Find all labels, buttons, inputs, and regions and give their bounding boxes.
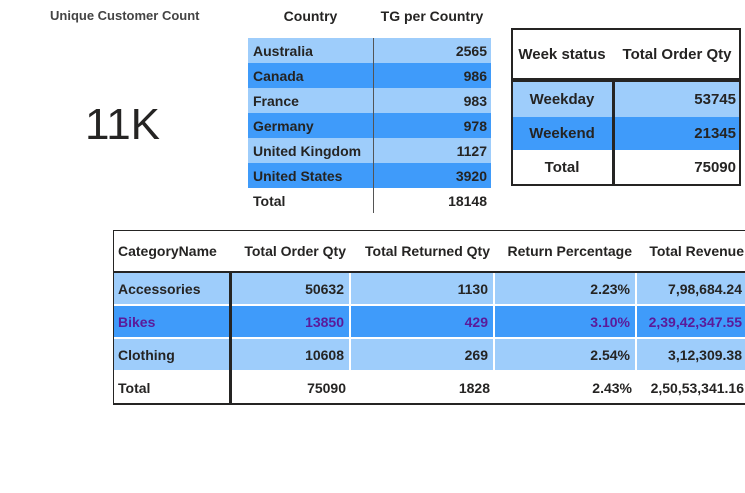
border	[113, 230, 114, 405]
total-cell: 75090	[307, 380, 346, 396]
table-cell: United States	[248, 163, 373, 188]
table-cell: 10608	[231, 339, 351, 372]
table-cell: 1130	[351, 273, 495, 306]
table-cell: 429	[351, 306, 495, 339]
divider	[612, 80, 615, 186]
table-cell: Accessories	[113, 273, 231, 306]
table-cell: 1127	[373, 138, 491, 163]
table-cell: 53745	[613, 82, 741, 117]
table-cell: Australia	[248, 38, 373, 63]
total-cell: Total	[253, 192, 286, 209]
header-cell: Total Order Qty	[244, 243, 346, 259]
total-cell: 1828	[458, 380, 490, 396]
total-cell: 2.43%	[592, 380, 632, 396]
header-cell: Total Order Qty	[622, 45, 732, 63]
table-cell: United Kingdom	[248, 138, 373, 163]
table-cell: 21345	[613, 117, 741, 150]
border	[511, 28, 741, 80]
header-cell: CategoryName	[118, 243, 217, 259]
table-cell: Weekday	[511, 82, 613, 117]
table-cell: 986	[373, 63, 491, 88]
table-cell: 2,39,42,347.55	[637, 306, 745, 339]
table-cell: 7,98,684.24	[637, 273, 745, 306]
table-cell: 2.54%	[495, 339, 637, 372]
table-cell: 13850	[231, 306, 351, 339]
divider	[229, 272, 232, 404]
divider	[373, 38, 374, 213]
table-cell: Canada	[248, 63, 373, 88]
table-cell: 50632	[231, 273, 351, 306]
table-cell: 2.23%	[495, 273, 637, 306]
table-cell: Weekend	[511, 117, 613, 150]
header-cell: Week status	[518, 45, 606, 63]
card-value: 11K	[85, 100, 161, 149]
table-cell: France	[248, 88, 373, 113]
table-cell: 269	[351, 339, 495, 372]
total-cell: Total	[544, 158, 580, 176]
card-title: Unique Customer Count	[50, 7, 200, 23]
table-cell: Clothing	[113, 339, 231, 372]
total-cell: Total	[118, 380, 151, 396]
table-cell: 2565	[373, 38, 491, 63]
border	[511, 80, 741, 186]
header-cell: Total Revenue	[649, 243, 744, 259]
table-cell: Germany	[248, 113, 373, 138]
table-cell: Bikes	[113, 306, 231, 339]
table-cell: 3.10%	[495, 306, 637, 339]
table-cell: 978	[373, 113, 491, 138]
total-cell: 75090	[694, 158, 736, 176]
border	[113, 230, 745, 231]
table-cell: 983	[373, 88, 491, 113]
header-cell: Total Returned Qty	[365, 243, 490, 259]
table-cell: 3920	[373, 163, 491, 188]
total-cell: 2,50,53,341.16	[650, 380, 744, 396]
header-cell: Return Percentage	[507, 243, 632, 259]
total-cell: 18148	[448, 192, 487, 209]
border	[113, 271, 745, 273]
header-cell: Country	[283, 8, 338, 24]
header-cell: TG per Country	[380, 8, 484, 24]
border	[113, 403, 745, 405]
table-cell: 3,12,309.38	[637, 339, 745, 372]
